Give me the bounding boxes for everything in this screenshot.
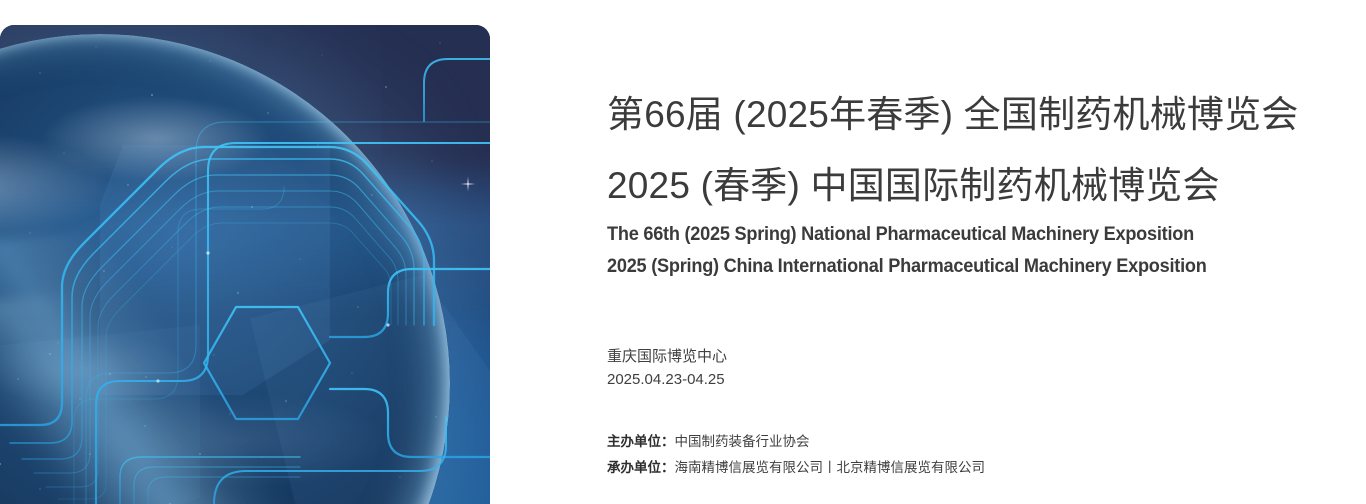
organizer-value-coorganizer: 海南精博信展览有限公司丨北京精博信展览有限公司 — [674, 460, 986, 475]
event-title-line-2: 2025 (春季) 中国国际制药机械博览会 — [607, 165, 1220, 206]
event-title-line-1: 第66届 (2025年春季) 全国制药机械博览会 — [607, 94, 1299, 135]
hero-image-panel — [0, 25, 490, 504]
event-subtitle-line-2: 2025 (Spring) China International Pharma… — [607, 256, 1207, 277]
organizer-row-host: 主办单位：中国制药装备行业协会 — [607, 430, 810, 450]
event-info-column: 第66届 (2025年春季) 全国制药机械博览会 2025 (春季) 中国国际制… — [607, 0, 1366, 504]
event-venue: 重庆国际博览中心 — [607, 348, 728, 365]
circuit-trace-graphic — [0, 58, 490, 504]
organizer-value-host: 中国制药装备行业协会 — [674, 434, 810, 449]
organizer-label-host: 主办单位： — [607, 434, 675, 449]
organizer-row-coorganizer: 承办单位：海南精博信展览有限公司丨北京精博信展览有限公司 — [607, 456, 985, 476]
event-dates: 2025.04.23-04.25 — [607, 371, 725, 388]
organizer-label-coorganizer: 承办单位： — [607, 460, 675, 475]
event-subtitle-line-1: The 66th (2025 Spring) National Pharmace… — [607, 224, 1194, 245]
polygon-facet-overlay-1 — [100, 145, 330, 395]
polygon-facet-overlay-3 — [0, 325, 200, 504]
